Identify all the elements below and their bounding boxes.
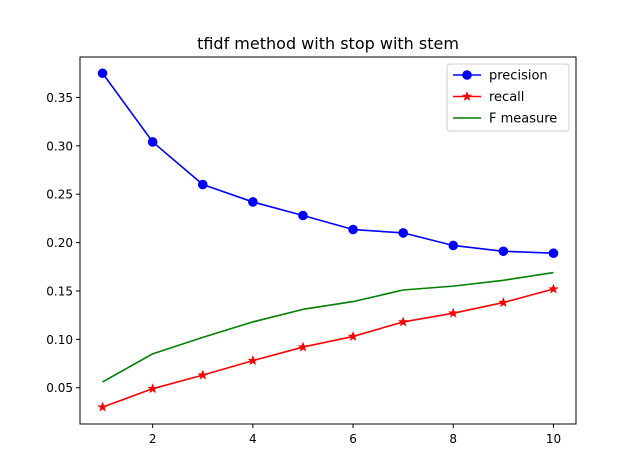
legend-box <box>446 63 570 132</box>
precision-point <box>248 197 258 207</box>
y-tick-label: 0.05 <box>46 381 73 395</box>
x-tick-label: 8 <box>449 432 457 446</box>
f-measure-line <box>102 271 554 383</box>
recall-point <box>197 369 208 380</box>
precision-point <box>398 228 408 238</box>
precision-point <box>498 246 509 257</box>
x-tick-label: 4 <box>249 432 257 446</box>
legend: precision recall F measure <box>446 63 570 132</box>
series-recall <box>97 283 559 412</box>
recall-point <box>448 307 459 318</box>
legend-entry-recall: recall <box>453 90 524 105</box>
y-tick-label: 0.25 <box>46 188 73 202</box>
y-tick-label: 0.15 <box>46 284 73 298</box>
legend-entry-f-measure: F measure <box>453 112 557 127</box>
y-tick-label: 0.35 <box>46 91 73 105</box>
legend-marker-precision <box>462 70 472 80</box>
series-layer <box>97 68 559 412</box>
axes: 2 4 6 8 10 0.05 0.10 0.15 0.20 0.25 0.30 0.35 <box>46 91 561 446</box>
recall-point <box>297 341 309 352</box>
precision-point <box>448 240 459 251</box>
legend-label-f-measure: F measure <box>489 112 557 127</box>
x-tick-label: 6 <box>349 432 357 446</box>
precision-point <box>548 248 559 259</box>
precision-line <box>101 72 554 255</box>
recall-point <box>97 401 108 412</box>
recall-line <box>102 288 554 408</box>
precision-point <box>348 224 358 235</box>
precision-point <box>298 210 308 221</box>
recall-point <box>347 330 359 341</box>
recall-point <box>247 355 259 366</box>
recall-point <box>498 297 509 307</box>
chart-title: tfidf method with stop with stem <box>197 34 459 53</box>
y-tick-label: 0.20 <box>46 236 73 250</box>
x-tick-label: 10 <box>546 432 561 446</box>
recall-point <box>147 383 158 394</box>
x-tick-label: 2 <box>149 432 157 446</box>
legend-label-precision: precision <box>489 69 548 84</box>
recall-point <box>548 283 559 294</box>
y-tick-label: 0.30 <box>46 139 73 153</box>
recall-point <box>397 316 409 327</box>
legend-marker-recall <box>461 91 473 101</box>
precision-point <box>147 137 158 147</box>
precision-point <box>97 68 108 79</box>
precision-point <box>197 179 208 190</box>
plot-frame <box>79 56 577 425</box>
series-f-measure <box>102 271 554 383</box>
y-tick-label: 0.10 <box>46 333 73 347</box>
series-precision <box>97 68 559 259</box>
legend-entry-precision: precision <box>453 69 548 84</box>
legend-label-recall: recall <box>489 90 524 105</box>
